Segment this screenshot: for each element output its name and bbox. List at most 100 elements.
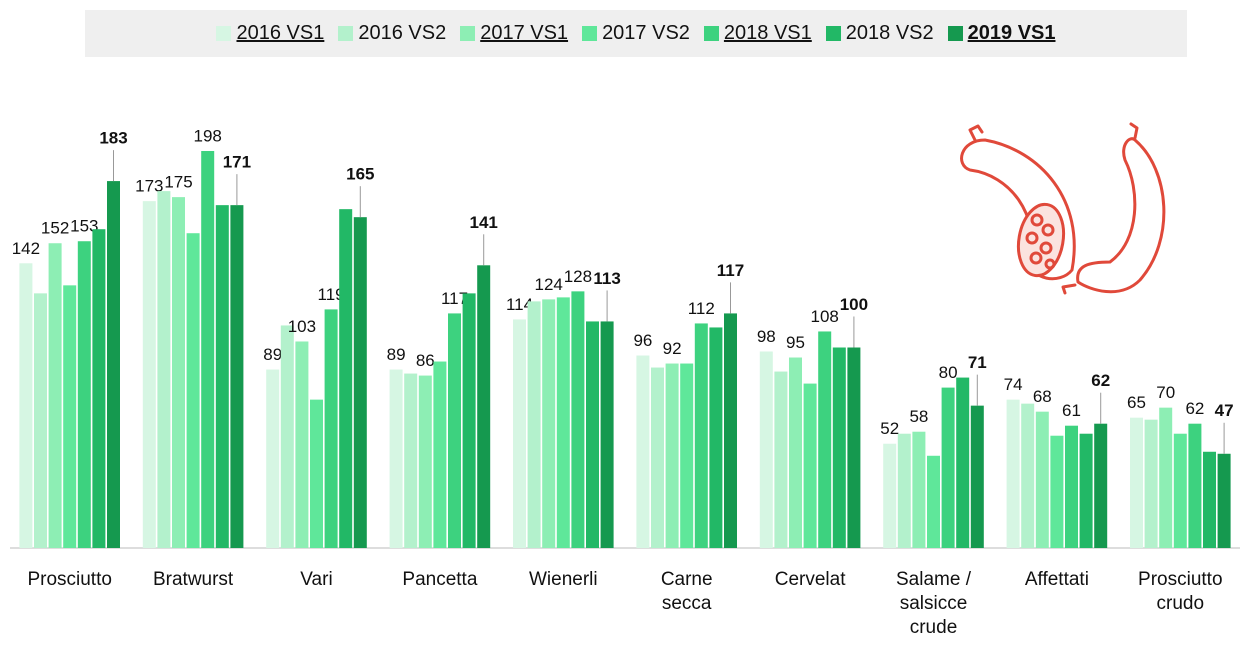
bar [281,325,294,548]
bar [310,400,323,548]
chart: 1421521531831731751981718910311916589861… [0,0,1246,645]
legend-item: 2016 VS2 [338,22,446,45]
data-label: 70 [1156,383,1175,402]
legend-label: 2016 VS2 [358,22,446,45]
bar [833,348,846,549]
bar [448,313,461,548]
data-label: 65 [1127,393,1146,412]
data-label: 96 [633,331,652,350]
legend-swatch [704,26,719,41]
legend-label: 2016 VS1 [236,22,324,45]
bar [942,388,955,548]
bar [818,331,831,548]
bar [883,444,896,548]
bar [1145,420,1158,548]
x-tick-label: Vari [269,568,365,592]
data-label: 71 [968,353,987,372]
bar [927,456,940,548]
bar [172,197,185,548]
bar [695,323,708,548]
bar [187,233,200,548]
bar [266,370,279,548]
bar [34,293,47,548]
legend-label: 2017 VS1 [480,22,568,45]
bar [92,229,105,548]
data-label: 198 [194,126,222,145]
legend-swatch [826,26,841,41]
legend-label: 2018 VS1 [724,22,812,45]
data-label: 68 [1033,387,1052,406]
bar [295,341,308,548]
x-tick-label: Prosciutto [22,568,118,592]
bar [774,372,787,548]
data-label: 80 [939,363,958,382]
bar [339,209,352,548]
data-label: 58 [909,407,928,426]
data-label: 108 [811,307,839,326]
data-label: 117 [717,261,744,280]
bar [956,378,969,548]
legend-item: 2018 VS2 [826,22,934,45]
legend-label: 2018 VS2 [846,22,934,45]
bar [804,384,817,548]
data-label: 100 [840,295,868,314]
data-label: 112 [688,299,715,318]
legend-swatch [460,26,475,41]
bar [63,285,76,548]
legend-item: 2017 VS2 [582,22,690,45]
legend-item: 2016 VS1 [216,22,324,45]
bar [1021,404,1034,548]
x-tick-label: Carne secca [639,568,735,616]
x-tick-label: Bratwurst [145,568,241,592]
bar [898,434,911,548]
sausage-icon [962,124,1164,293]
bar [201,151,214,548]
data-label: 183 [99,129,127,148]
bar [1094,424,1107,548]
bar [143,201,156,548]
bar [680,364,693,548]
bar [1050,436,1063,548]
bar [1065,426,1078,548]
legend-swatch [338,26,353,41]
bar [636,356,649,548]
bar [724,313,737,548]
data-label: 95 [786,333,805,352]
bar [513,319,526,548]
x-tick-label: Affettati [1009,568,1105,592]
legend-label: 2017 VS2 [602,22,690,45]
bar [157,191,170,548]
bar [49,243,62,548]
data-label: 165 [346,165,374,184]
data-label: 152 [41,219,69,238]
data-label: 47 [1215,401,1234,420]
bar [1188,424,1201,548]
bar [651,368,664,548]
data-label: 86 [416,351,435,370]
bar [557,297,570,548]
legend-swatch [948,26,963,41]
bar [1203,452,1216,548]
bar [760,352,773,548]
data-label: 61 [1062,401,1081,420]
bar [971,406,984,548]
data-label: 52 [880,419,899,438]
data-label: 89 [263,345,282,364]
bar [789,358,802,548]
bar [1159,408,1172,548]
bar [1218,454,1231,548]
bar [433,362,446,548]
legend-item: 2019 VS1 [948,22,1056,45]
bar [709,327,722,548]
plot-area: 1421521531831731751981718910311916589861… [0,0,1246,645]
data-label: 141 [470,213,498,232]
data-label: 62 [1185,399,1204,418]
data-label: 124 [535,275,563,294]
bar [571,291,584,548]
data-label: 128 [564,267,592,286]
bar [107,181,120,548]
bar [354,217,367,548]
bar [477,265,490,548]
data-label: 74 [1004,375,1023,394]
data-label: 142 [12,239,40,258]
